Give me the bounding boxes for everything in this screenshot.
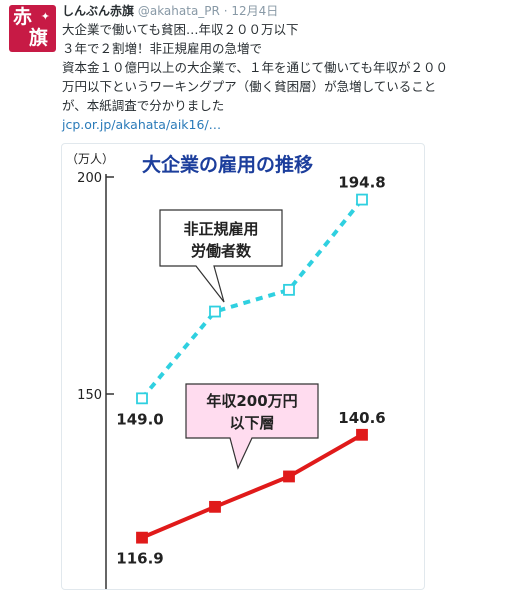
y-tick-label-150: 150 (77, 388, 102, 403)
tweet-date[interactable]: 12月4日 (231, 4, 279, 18)
point-red-4 (356, 428, 368, 441)
avatar-char-2: 旗 (29, 27, 49, 49)
point-cyan-4 (356, 193, 368, 206)
point-cyan-1 (136, 392, 148, 405)
callout-cyan-line-1: 非正規雇用 (183, 220, 258, 238)
chart: （万人） 大企業の雇用の推移 200 150 149.0 194.8 116.9 14… (66, 152, 386, 589)
point-cyan-2 (209, 305, 221, 318)
account-name[interactable]: しんぶん赤旗 (62, 4, 135, 18)
tweet: しんぶん赤旗 @akahata_PR · 12月4日 大企業で働いても貧困…年収… (62, 3, 517, 134)
chart-image-card[interactable]: （万人） 大企業の雇用の推移 200 150 149.0 194.8 116.9 14… (61, 143, 425, 590)
callout-red-bubble (185, 383, 319, 470)
tweet-link[interactable]: jcp.or.jp/akahata/aik16/… (62, 117, 222, 132)
data-label-red-first: 116.9 (116, 550, 163, 568)
callout-cyan-bubble (159, 209, 283, 303)
callout-cyan-line-2: 労働者数 (191, 242, 252, 260)
tweet-text: 大企業で働いても貧困…年収２００万以下 ３年で２割増！非正規雇用の急増で 資本金… (62, 22, 449, 113)
separator: · (223, 4, 228, 18)
point-red-2 (209, 500, 221, 513)
point-red-3 (283, 470, 295, 483)
data-label-cyan-last: 194.8 (338, 174, 385, 192)
y-tick-label-200: 200 (77, 171, 102, 186)
point-cyan-3 (283, 283, 295, 296)
sparkle-icon: ✦ (40, 10, 50, 23)
series-line-cyan (140, 198, 364, 400)
chart-title: 大企業の雇用の推移 (142, 153, 313, 176)
tweet-header: しんぶん赤旗 @akahata_PR · 12月4日 (62, 3, 517, 20)
y-axis-label: （万人） (66, 152, 114, 166)
callout-red-line-2: 以下層 (229, 414, 274, 432)
data-label-cyan-first: 149.0 (116, 410, 163, 428)
avatar-char-1: 赤 (13, 6, 33, 28)
data-label-red-last: 140.6 (338, 409, 385, 427)
account-handle[interactable]: @akahata_PR (137, 4, 220, 18)
series-line-red (141, 433, 363, 540)
callout-red-line-1: 年収200万円 (206, 392, 297, 410)
avatar[interactable]: 赤 旗 ✦ (9, 5, 56, 52)
point-red-1 (136, 531, 148, 544)
